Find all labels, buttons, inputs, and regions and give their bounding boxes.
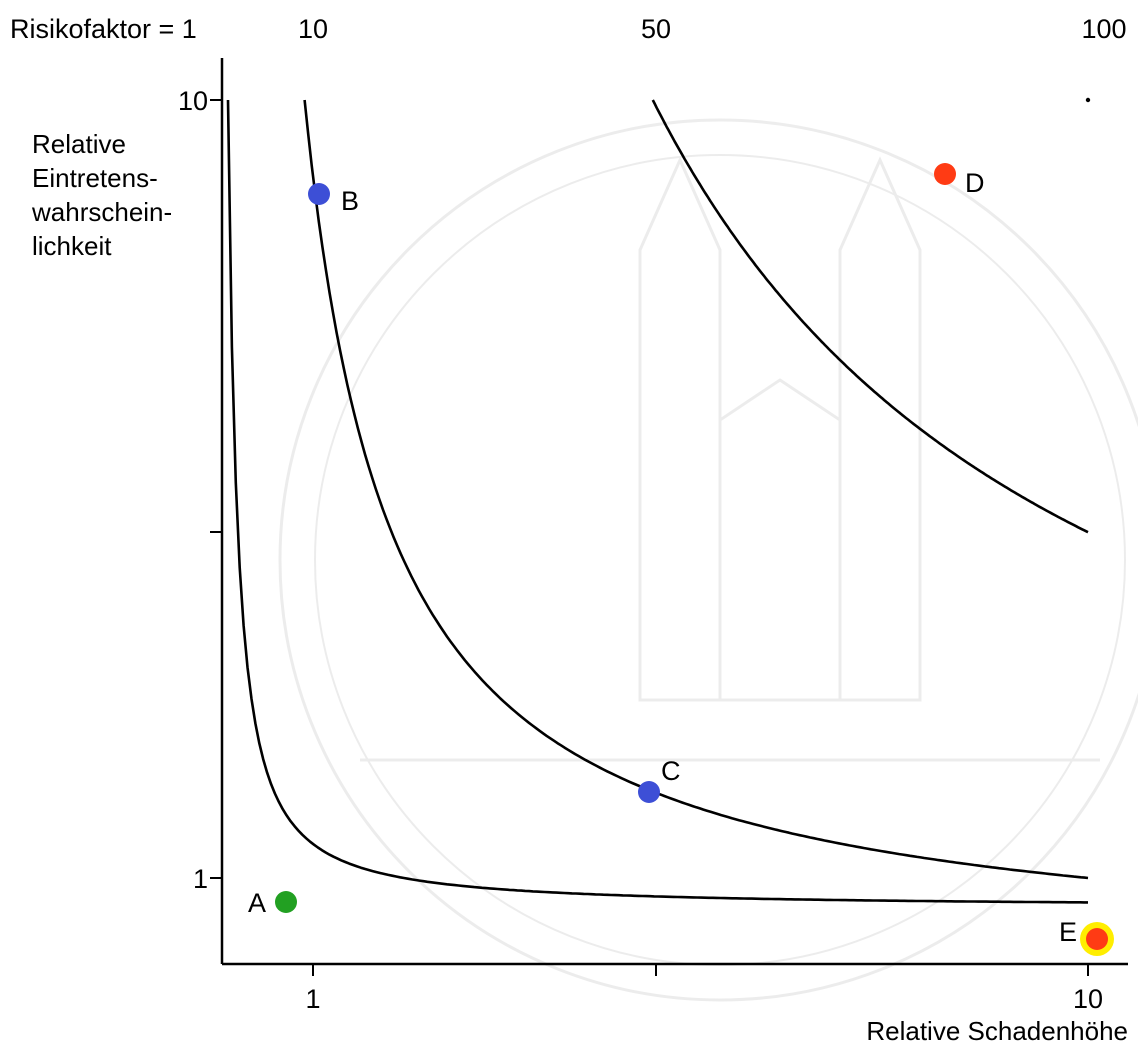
y-axis-label-line-3: wahrschein- bbox=[31, 197, 172, 227]
point-label-A: A bbox=[248, 888, 266, 918]
x-tick-label-1: 1 bbox=[305, 984, 320, 1014]
iso-risk-curve-10 bbox=[303, 99, 1089, 880]
ticks: 1 10 1 10 bbox=[178, 86, 1103, 1014]
iso-risk-curve-1 bbox=[226, 99, 1088, 904]
data-points: A B C D E bbox=[248, 163, 1114, 956]
y-axis-label-line-1: Relative bbox=[32, 129, 126, 159]
iso-risk-curve-100 bbox=[1085, 97, 1091, 103]
point-D bbox=[934, 163, 956, 185]
point-A bbox=[275, 891, 297, 913]
iso-risk-curve-50 bbox=[651, 99, 1089, 534]
x-tick-label-10: 10 bbox=[1073, 984, 1103, 1014]
y-tick-label-1: 1 bbox=[193, 864, 208, 894]
point-label-D: D bbox=[965, 168, 985, 198]
point-label-B: B bbox=[341, 186, 359, 216]
risk-factor-label-100: 100 bbox=[1081, 14, 1126, 44]
point-B bbox=[308, 183, 330, 205]
risk-factor-label-50: 50 bbox=[641, 14, 671, 44]
point-C bbox=[638, 781, 660, 803]
y-axis-label: Relative Eintretens-wahrschein-lichkeit bbox=[31, 129, 172, 261]
risk-factor-label-10: 10 bbox=[298, 14, 328, 44]
point-label-C: C bbox=[661, 756, 681, 786]
point-E bbox=[1086, 928, 1108, 950]
x-axis-label: Relative Schadenhöhe bbox=[866, 1016, 1128, 1046]
axes bbox=[220, 58, 1128, 966]
y-axis-label-line-2: Eintretens- bbox=[32, 163, 158, 193]
y-axis-label-line-4: lichkeit bbox=[32, 231, 112, 261]
point-label-E: E bbox=[1059, 917, 1077, 947]
risk-factor-header-label: Risikofaktor = 1 bbox=[10, 14, 197, 44]
y-tick-label-10: 10 bbox=[178, 86, 208, 116]
iso-risk-curves: 10 50 100 bbox=[226, 14, 1127, 904]
university-seal-watermark bbox=[278, 118, 1138, 1002]
